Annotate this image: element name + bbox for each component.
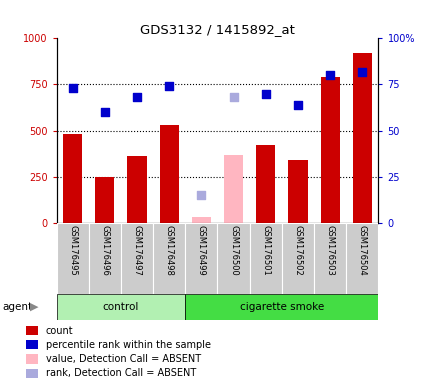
- Text: percentile rank within the sample: percentile rank within the sample: [46, 340, 210, 350]
- Point: [197, 192, 204, 198]
- Text: GSM176503: GSM176503: [325, 225, 334, 276]
- Bar: [63, 134, 82, 223]
- Bar: [26, 369, 38, 377]
- FancyBboxPatch shape: [56, 223, 89, 294]
- Bar: [26, 326, 38, 335]
- Text: GSM176496: GSM176496: [100, 225, 109, 276]
- Bar: [288, 160, 307, 223]
- Bar: [26, 340, 38, 349]
- Point: [101, 109, 108, 115]
- FancyBboxPatch shape: [345, 223, 378, 294]
- Text: GSM176500: GSM176500: [229, 225, 237, 276]
- FancyBboxPatch shape: [89, 223, 121, 294]
- Bar: [224, 154, 243, 223]
- Text: agent: agent: [2, 302, 32, 312]
- Text: GSM176501: GSM176501: [261, 225, 270, 276]
- Text: cigarette smoke: cigarette smoke: [239, 302, 323, 312]
- Title: GDS3132 / 1415892_at: GDS3132 / 1415892_at: [140, 23, 294, 36]
- FancyBboxPatch shape: [281, 223, 313, 294]
- Text: value, Detection Call = ABSENT: value, Detection Call = ABSENT: [46, 354, 201, 364]
- Text: GSM176504: GSM176504: [357, 225, 366, 276]
- Text: GSM176495: GSM176495: [68, 225, 77, 276]
- Bar: [256, 145, 275, 223]
- Text: GSM176499: GSM176499: [197, 225, 205, 276]
- Point: [326, 72, 333, 78]
- Text: count: count: [46, 326, 73, 336]
- Text: rank, Detection Call = ABSENT: rank, Detection Call = ABSENT: [46, 368, 196, 378]
- Point: [262, 91, 269, 97]
- FancyBboxPatch shape: [249, 223, 281, 294]
- Bar: [320, 77, 339, 223]
- Text: GSM176502: GSM176502: [293, 225, 302, 276]
- Point: [230, 94, 237, 101]
- Bar: [127, 156, 146, 223]
- Point: [133, 94, 140, 101]
- Text: control: control: [102, 302, 139, 312]
- Bar: [95, 177, 114, 223]
- FancyBboxPatch shape: [217, 223, 249, 294]
- Bar: [185, 294, 378, 320]
- FancyBboxPatch shape: [121, 223, 153, 294]
- Text: ▶: ▶: [30, 302, 38, 312]
- Bar: [352, 53, 371, 223]
- Text: GSM176497: GSM176497: [132, 225, 141, 276]
- Text: GSM176498: GSM176498: [164, 225, 173, 276]
- Point: [358, 68, 365, 74]
- Point: [69, 85, 76, 91]
- FancyBboxPatch shape: [185, 223, 217, 294]
- Bar: [191, 217, 210, 223]
- Bar: [56, 294, 185, 320]
- Point: [294, 102, 301, 108]
- Bar: [26, 354, 38, 364]
- FancyBboxPatch shape: [153, 223, 185, 294]
- FancyBboxPatch shape: [313, 223, 345, 294]
- Bar: [159, 125, 178, 223]
- Point: [165, 83, 172, 89]
